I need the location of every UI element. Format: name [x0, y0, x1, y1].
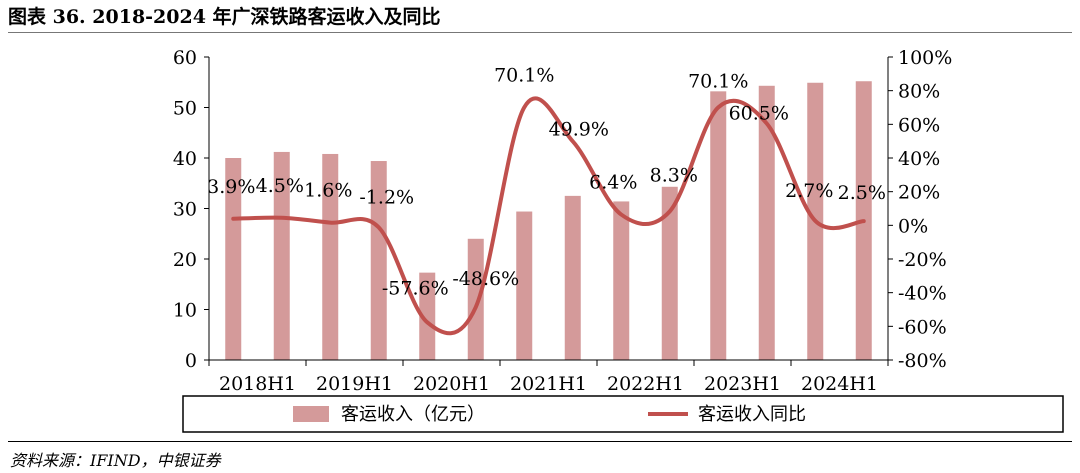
left-tick-label: 10 — [173, 300, 197, 322]
line-data-label: -1.2% — [359, 186, 414, 208]
line-data-label: -48.6% — [452, 268, 519, 290]
line-data-label: 60.5% — [729, 102, 789, 124]
x-tick-label: 2022H1 — [607, 373, 684, 395]
bar — [564, 195, 581, 360]
left-axis: 0 10 20 30 40 50 60 — [173, 47, 210, 372]
line-data-label: 4.5% — [256, 175, 304, 197]
left-tick-label: 50 — [173, 98, 197, 120]
right-tick-label: -80% — [898, 350, 947, 372]
x-tick-label: 2024H1 — [801, 373, 878, 395]
bar — [467, 238, 484, 360]
line-data-label: 2.5% — [838, 182, 886, 204]
bar — [419, 272, 436, 360]
legend-bar-label: 客运收入（亿元） — [341, 404, 485, 425]
bar — [661, 186, 678, 360]
right-tick-label: 80% — [898, 81, 940, 103]
bottom-rule — [8, 441, 1072, 442]
line-data-label: 8.3% — [650, 164, 698, 186]
right-tick-label: 20% — [898, 182, 940, 204]
right-axis: -80% -60% -40% -20% 0% 20% 40% 60% 80% 100% — [887, 47, 952, 372]
line-data-label: 70.1% — [494, 64, 554, 86]
left-tick-label: 40 — [173, 148, 197, 170]
legend-bar-swatch — [293, 406, 329, 422]
data-labels: 3.9% 4.5% 1.6% -1.2% -57.6% -48.6% 70.1% 49.9% 6… — [207, 64, 886, 299]
legend: 客运收入（亿元） 客运收入同比 — [182, 395, 1064, 433]
right-tick-label: 40% — [898, 148, 940, 170]
line-data-label: 2.7% — [785, 180, 833, 202]
line-series — [231, 96, 866, 336]
right-tick-label: -20% — [898, 249, 947, 271]
legend-box — [182, 395, 1064, 433]
right-tick-label: 100% — [898, 47, 952, 69]
left-tick-label: 0 — [185, 350, 197, 372]
line-data-label: 3.9% — [207, 176, 255, 198]
bar — [758, 85, 775, 360]
x-tick-label: 2023H1 — [704, 373, 781, 395]
left-tick-label: 20 — [173, 249, 197, 271]
legend-line-label: 客运收入同比 — [698, 404, 806, 425]
line-data-label: 1.6% — [304, 180, 352, 202]
left-tick-label: 30 — [173, 199, 197, 221]
line-data-label: 6.4% — [589, 172, 637, 194]
x-axis: 2018H1 2019H1 2020H1 2021H1 2022H1 2023H1 2024… — [208, 359, 889, 395]
source-note: 资料来源：IFIND，中银证券 — [10, 451, 221, 470]
line-data-label: 70.1% — [688, 70, 748, 92]
x-tick-label: 2021H1 — [510, 373, 587, 395]
line-data-label: -57.6% — [382, 277, 449, 299]
right-tick-label: 0% — [898, 215, 928, 237]
yoy-line — [231, 96, 866, 336]
bar-series — [225, 81, 872, 361]
x-tick-label: 2019H1 — [316, 373, 393, 395]
right-tick-label: 60% — [898, 114, 940, 136]
bar — [370, 161, 387, 360]
line-data-label: 49.9% — [549, 118, 609, 140]
page-title: 图表 36. 2018-2024 年广深铁路客运收入及同比 — [8, 2, 1072, 33]
left-tick-label: 60 — [173, 47, 197, 69]
bar — [225, 158, 242, 360]
x-tick-label: 2020H1 — [413, 373, 490, 395]
bar — [273, 151, 290, 360]
bar — [710, 91, 727, 360]
bar — [322, 153, 339, 360]
bar — [516, 211, 533, 360]
x-tick-label: 2018H1 — [219, 373, 296, 395]
bar — [613, 201, 630, 360]
right-tick-label: -60% — [898, 316, 947, 338]
right-tick-label: -40% — [898, 283, 947, 305]
